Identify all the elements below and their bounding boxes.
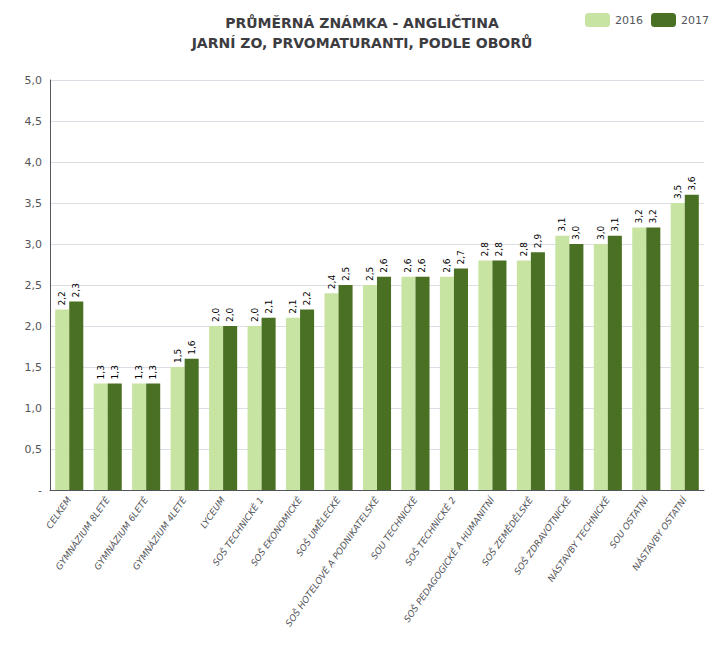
svg-text:SOU OSTATNÍ: SOU OSTATNÍ <box>607 493 651 550</box>
svg-text:2,6: 2,6 <box>417 258 427 273</box>
svg-text:2017: 2017 <box>681 14 709 27</box>
svg-text:SOŠ HOTELOVÉ A PODNIKATELSKÉ: SOŠ HOTELOVÉ A PODNIKATELSKÉ <box>283 494 382 628</box>
svg-text:2,6: 2,6 <box>403 258 413 273</box>
svg-text:1,3: 1,3 <box>110 365 120 379</box>
svg-text:1,5: 1,5 <box>25 361 43 374</box>
svg-text:CELKEM: CELKEM <box>44 495 73 531</box>
svg-text:GYMNÁZIUM 6LETÉ: GYMNÁZIUM 6LETÉ <box>92 495 151 572</box>
svg-text:NÁSTAVBY TECHNICKÉ: NÁSTAVBY TECHNICKÉ <box>545 494 612 583</box>
svg-text:2,2: 2,2 <box>57 291 67 305</box>
svg-text:2,8: 2,8 <box>494 242 504 257</box>
svg-text:2,8: 2,8 <box>519 242 529 257</box>
svg-text:SOŠ TECHNICKÉ 2: SOŠ TECHNICKÉ 2 <box>403 495 458 568</box>
svg-text:1,0: 1,0 <box>25 402 43 415</box>
svg-text:2,6: 2,6 <box>379 258 389 273</box>
svg-text:3,1: 3,1 <box>557 217 567 231</box>
svg-text:2016: 2016 <box>615 14 643 27</box>
svg-text:2,0: 2,0 <box>225 307 235 322</box>
svg-text:2,9: 2,9 <box>533 234 543 249</box>
svg-text:SOŠ TECHNICKÉ 1: SOŠ TECHNICKÉ 1 <box>210 495 266 568</box>
svg-text:LYCEUM: LYCEUM <box>198 495 227 530</box>
svg-text:1,3: 1,3 <box>96 365 106 379</box>
svg-text:JARNÍ ZO, PRVOMATURANTI, PODLE: JARNÍ ZO, PRVOMATURANTI, PODLE OBORŮ <box>191 34 533 51</box>
svg-text:2,5: 2,5 <box>365 267 375 281</box>
svg-text:2,8: 2,8 <box>480 242 490 257</box>
svg-text:2,0: 2,0 <box>25 320 43 333</box>
svg-text:3,5: 3,5 <box>25 197 43 210</box>
svg-text:4,5: 4,5 <box>25 115 43 128</box>
svg-text:1,3: 1,3 <box>148 365 158 379</box>
svg-text:SOŠ EKONOMICKÉ: SOŠ EKONOMICKÉ <box>248 494 304 568</box>
svg-text:0,5: 0,5 <box>25 443 43 456</box>
svg-text:SOŠ PEDAGOGICKÉ A HUMANITNÍ: SOŠ PEDAGOGICKÉ A HUMANITNÍ <box>401 495 497 625</box>
svg-text:1,5: 1,5 <box>173 349 183 363</box>
svg-text:1,6: 1,6 <box>187 340 197 355</box>
svg-text:2,5: 2,5 <box>341 267 351 281</box>
svg-text:3,5: 3,5 <box>673 185 683 199</box>
svg-text:2,0: 2,0 <box>250 307 260 322</box>
svg-text:5,0: 5,0 <box>25 74 43 87</box>
svg-text:SOŠ ZDRAVOTNICKÉ: SOŠ ZDRAVOTNICKÉ <box>512 495 574 577</box>
svg-text:2,4: 2,4 <box>327 275 337 290</box>
svg-text:2,1: 2,1 <box>264 299 274 313</box>
svg-text:3,2: 3,2 <box>634 209 644 223</box>
svg-text:2,7: 2,7 <box>456 250 466 264</box>
svg-text:-: - <box>38 484 42 497</box>
svg-text:GYMNÁZIUM 4LETÉ: GYMNÁZIUM 4LETÉ <box>130 494 189 572</box>
svg-text:SOŠ ZEMĚDĚLSKÉ: SOŠ ZEMĚDĚLSKÉ <box>479 495 535 568</box>
svg-text:2,2: 2,2 <box>302 291 312 305</box>
svg-text:3,2: 3,2 <box>648 209 658 223</box>
svg-text:GYMNÁZIUM 8LETÉ: GYMNÁZIUM 8LETÉ <box>53 495 112 572</box>
svg-text:1,3: 1,3 <box>134 365 144 379</box>
svg-text:2,5: 2,5 <box>25 279 43 292</box>
svg-text:3,0: 3,0 <box>596 225 606 240</box>
svg-text:NÁSTAVBY OSTATNÍ: NÁSTAVBY OSTATNÍ <box>630 493 690 572</box>
svg-text:3,1: 3,1 <box>610 217 620 231</box>
svg-text:2,1: 2,1 <box>288 299 298 313</box>
svg-text:2,6: 2,6 <box>442 258 452 273</box>
svg-text:3,0: 3,0 <box>25 238 43 251</box>
svg-text:SOŠ UMĚLECKÉ: SOŠ UMĚLECKÉ <box>294 495 343 559</box>
svg-text:2,0: 2,0 <box>211 307 221 322</box>
svg-text:3,6: 3,6 <box>687 176 697 191</box>
svg-text:SOU TECHNICKÉ: SOU TECHNICKÉ <box>369 495 420 562</box>
svg-text:PRŮMĚRNÁ ZNÁMKA - ANGLIČTINA: PRŮMĚRNÁ ZNÁMKA - ANGLIČTINA <box>225 14 499 31</box>
svg-text:2,3: 2,3 <box>71 283 81 297</box>
svg-text:4,0: 4,0 <box>25 156 43 169</box>
svg-text:3,0: 3,0 <box>571 225 581 240</box>
